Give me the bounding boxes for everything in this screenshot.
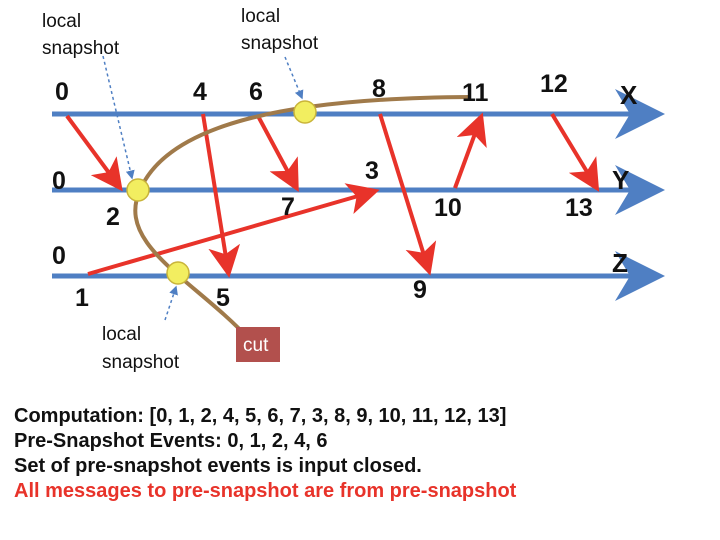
cut-box [236, 327, 280, 362]
snapshot-marker-x [293, 100, 317, 124]
snapshot-label: local [241, 6, 280, 27]
notes-block: Computation: [0, 1, 2, 4, 5, 6, 7, 3, 8,… [14, 404, 516, 504]
event-label: 11 [462, 79, 489, 107]
cut-curve [133, 95, 471, 342]
message-arrow [453, 112, 487, 189]
event-label: 0 [55, 78, 69, 106]
process-label-y: Y [612, 165, 629, 195]
event-label: 4 [193, 78, 207, 106]
event-label: 10 [434, 194, 462, 222]
cut-label: cut [243, 335, 269, 356]
input-closed-text: Set of pre-snapshot events is input clos… [14, 455, 422, 477]
event-label: 12 [540, 70, 568, 98]
snapshot-label: local [42, 11, 81, 32]
pre-snapshot-events-text: Pre-Snapshot Events: 0, 1, 2, 4, 6 [14, 430, 328, 452]
event-label: 13 [565, 194, 593, 222]
event-label: 1 [75, 284, 89, 312]
event-label: 0 [52, 167, 66, 195]
event-label: 5 [216, 284, 230, 312]
snapshot-marker-y [126, 178, 150, 202]
message-arrow [256, 115, 299, 193]
message-arrow [87, 183, 380, 276]
snapshot-label: snapshot [102, 352, 180, 373]
event-label: 0 [52, 242, 66, 270]
snapshot-label: snapshot [241, 33, 319, 54]
process-label-x: X [620, 80, 638, 110]
process-label-z: Z [612, 248, 628, 278]
event-label: 2 [106, 203, 120, 231]
snapshot-marker-z [166, 261, 190, 285]
event-label: 9 [413, 276, 427, 304]
event-label: 6 [249, 78, 263, 106]
event-label: 7 [281, 193, 295, 221]
computation-text: Computation: [0, 1, 2, 4, 5, 6, 7, 3, 8,… [14, 405, 507, 427]
snapshot-pointer [102, 55, 135, 180]
message-arrow [378, 113, 437, 276]
snapshot-pointer [164, 285, 178, 321]
snapshot-label: snapshot [42, 38, 120, 59]
snapshot-label: local [102, 324, 141, 345]
rule-text: All messages to pre-snapshot are from pr… [14, 480, 517, 502]
message-arrow [65, 114, 123, 192]
snapshot-pointer [284, 56, 304, 100]
message-arrow [201, 113, 241, 278]
event-label: 8 [372, 75, 386, 103]
message-arrow [550, 112, 600, 192]
event-label: 3 [365, 157, 379, 185]
